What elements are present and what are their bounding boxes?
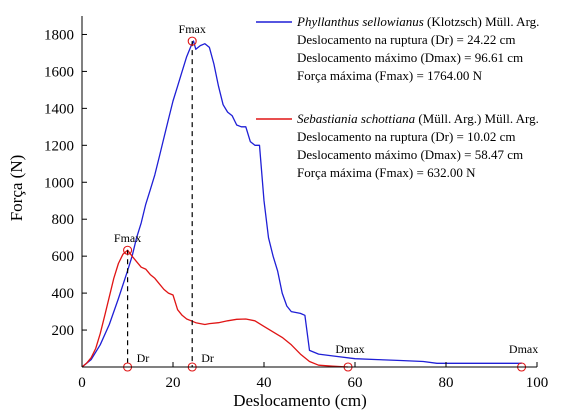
x-tick-label-100: 100 xyxy=(526,375,549,391)
y-tick-label-1600: 1600 xyxy=(44,64,74,80)
y-tick-label-1400: 1400 xyxy=(44,101,74,117)
markers: Fmax Dr Dmax Fmax Dr Dmax xyxy=(114,22,538,372)
fmax-marker-sebastiania xyxy=(123,245,133,255)
dr-label-sebastiania: Dr xyxy=(137,351,150,365)
x-tick-label-20: 20 xyxy=(166,375,181,391)
y-tick-label-1800: 1800 xyxy=(44,27,74,43)
legend-dmax-sebastiania: Deslocamento máximo (Dmax) = 58.47 cm xyxy=(297,147,523,162)
x-tick-label-40: 40 xyxy=(257,375,272,391)
legend-dr-phyllanthus: Deslocamento na ruptura (Dr) = 24.22 cm xyxy=(297,32,516,47)
fmax-marker-phyllanthus xyxy=(187,36,197,46)
legend-species-phyllanthus: Phyllanthus sellowianus xyxy=(296,14,424,29)
dmax-label-phyllanthus: Dmax xyxy=(509,342,538,356)
dmax-label-sebastiania: Dmax xyxy=(335,342,364,356)
y-tick-label-1000: 1000 xyxy=(44,175,74,191)
legend: Phyllanthus sellowianus (Klotzsch) Müll.… xyxy=(256,14,539,180)
legend-authority-phyllanthus: (Klotzsch) Müll. Arg. xyxy=(424,14,540,29)
y-tick-label-800: 800 xyxy=(52,212,75,228)
x-axis-label: Deslocamento (cm) xyxy=(233,391,367,410)
legend-species-sebastiania: Sebastiania schottiana xyxy=(297,111,416,126)
series-line-sebastiania xyxy=(81,249,349,368)
curves xyxy=(81,40,522,368)
legend-authority-sebastiania: (Müll. Arg.) Müll. Arg. xyxy=(415,111,539,126)
y-axis-label: Força (N) xyxy=(7,155,26,222)
x-tick-label-0: 0 xyxy=(78,375,86,391)
y-tick-label-400: 400 xyxy=(52,286,75,302)
axes: 0 20 40 60 80 100 200 400 600 800 1000 1200 1400 1600… xyxy=(44,16,548,391)
legend-dmax-phyllanthus: Deslocamento máximo (Dmax) = 96.61 cm xyxy=(297,50,523,65)
y-tick-label-600: 600 xyxy=(52,249,75,265)
y-tick-label-1200: 1200 xyxy=(44,138,74,154)
dr-label-phyllanthus: Dr xyxy=(201,351,214,365)
legend-entry-sebastiania: Sebastiania schottiana (Müll. Arg.) Müll… xyxy=(297,111,539,126)
legend-dr-sebastiania: Deslocamento na ruptura (Dr) = 10.02 cm xyxy=(297,129,516,144)
legend-fmax-phyllanthus: Força máxima (Fmax) = 1764.00 N xyxy=(297,68,483,83)
y-tick-label-200: 200 xyxy=(52,323,75,339)
legend-fmax-sebastiania: Força máxima (Fmax) = 632.00 N xyxy=(297,165,476,180)
x-tick-label-80: 80 xyxy=(439,375,454,391)
x-tick-label-60: 60 xyxy=(348,375,363,391)
fmax-label-sebastiania: Fmax xyxy=(114,231,141,245)
series-line-phyllanthus xyxy=(81,40,522,368)
fmax-label-phyllanthus: Fmax xyxy=(179,22,206,36)
legend-entry-phyllanthus: Phyllanthus sellowianus (Klotzsch) Müll.… xyxy=(296,14,539,29)
